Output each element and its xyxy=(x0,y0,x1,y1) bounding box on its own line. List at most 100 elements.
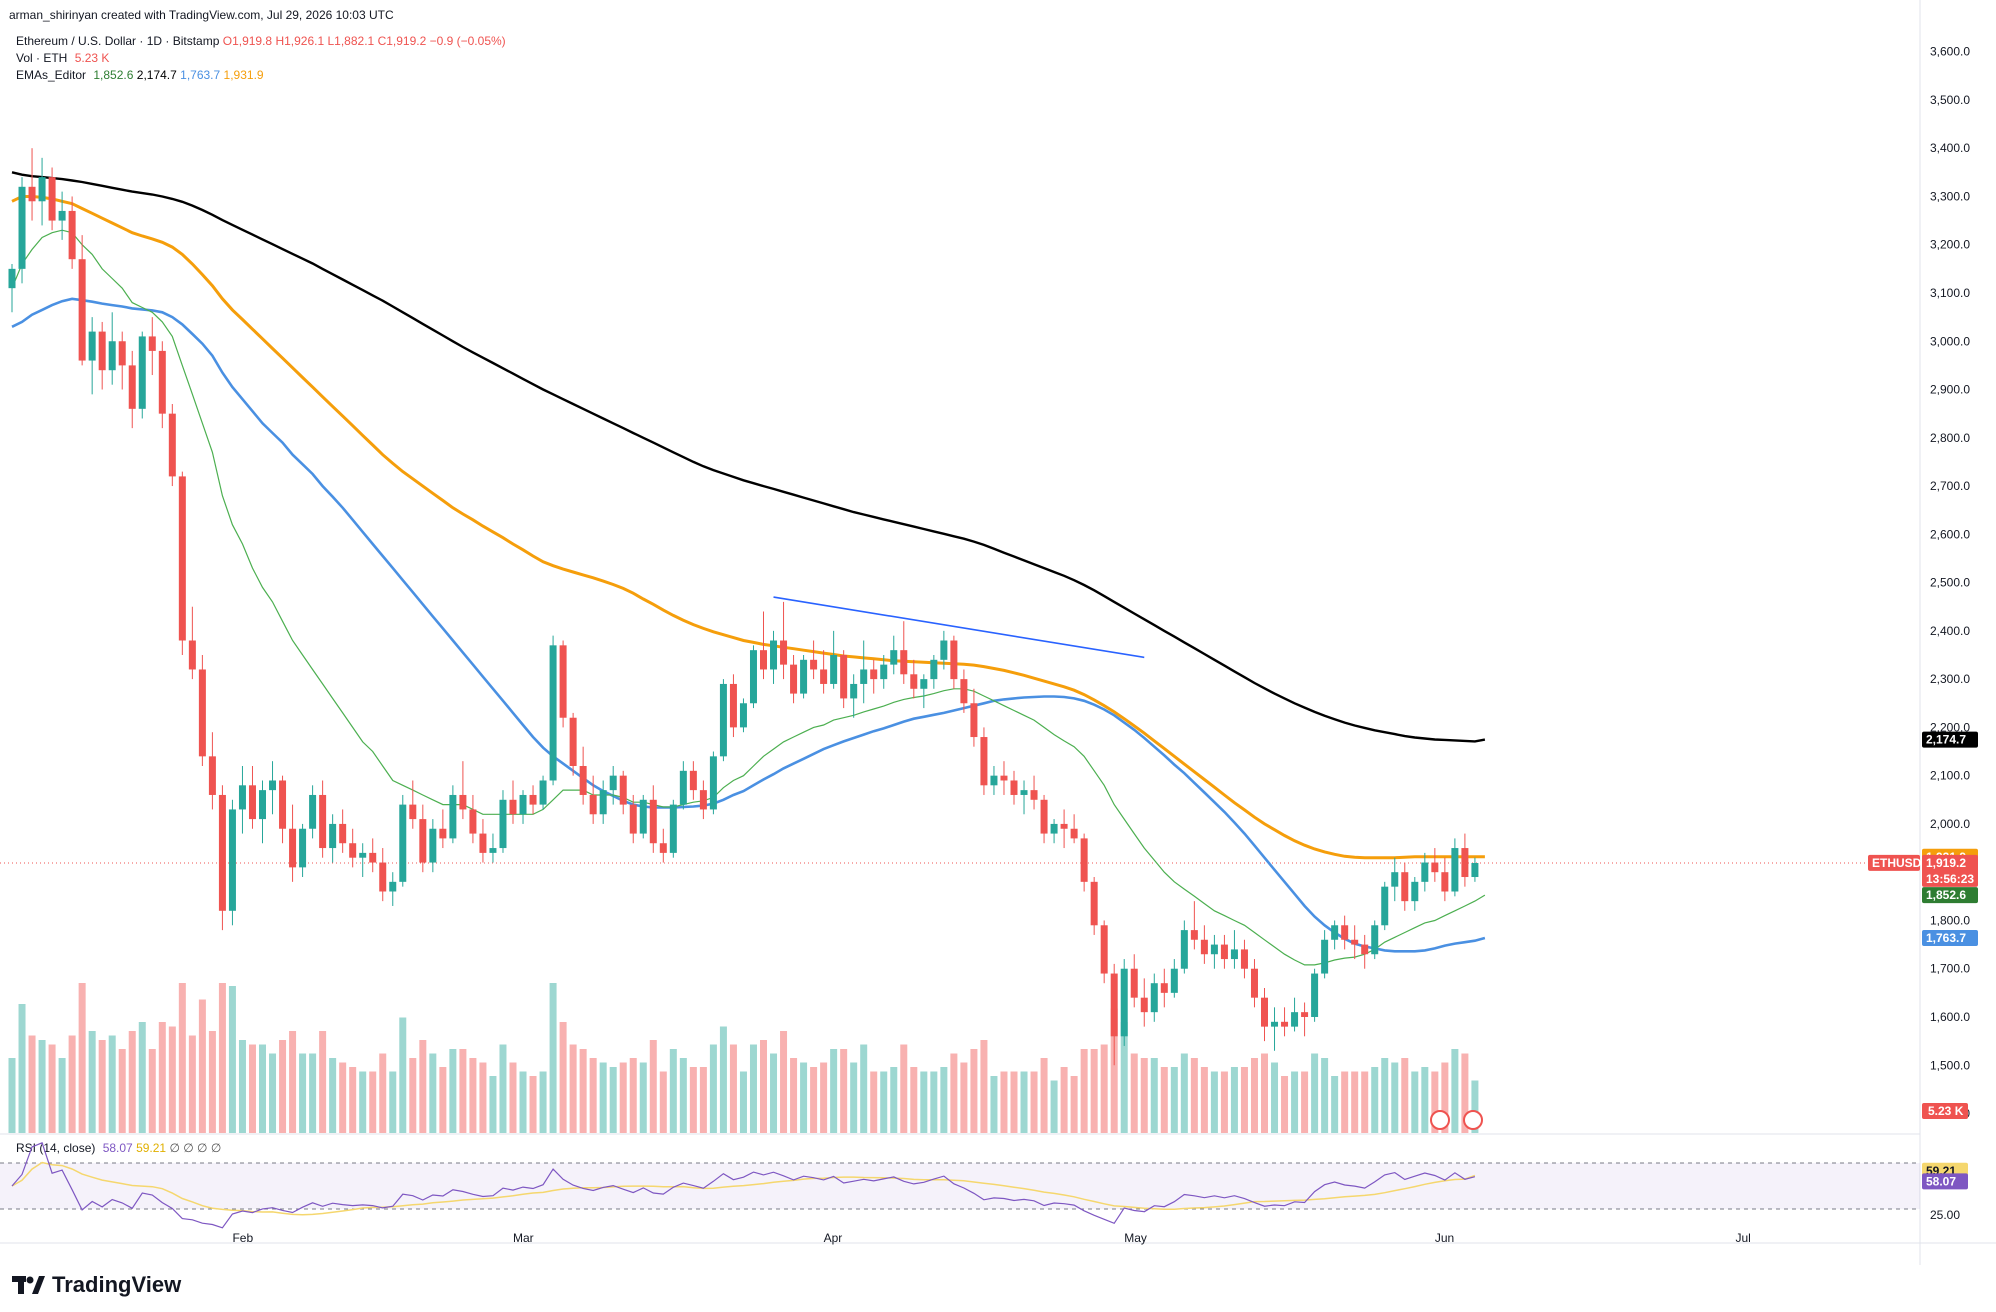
tradingview-logo[interactable]: TradingView xyxy=(12,1272,181,1298)
candle[interactable] xyxy=(1150,973,1158,1022)
candle[interactable] xyxy=(399,794,407,887)
candle[interactable] xyxy=(1381,881,1389,931)
candle[interactable] xyxy=(319,780,327,858)
us-flag-event-icon-2[interactable] xyxy=(1463,1110,1483,1130)
candle[interactable] xyxy=(1090,877,1098,935)
candle[interactable] xyxy=(379,848,387,902)
candle[interactable] xyxy=(38,157,46,226)
candle[interactable] xyxy=(1200,925,1208,964)
candle[interactable] xyxy=(890,635,898,675)
candle[interactable] xyxy=(509,780,517,824)
candle[interactable] xyxy=(1110,963,1118,1066)
candle[interactable] xyxy=(689,761,697,800)
candle[interactable] xyxy=(138,331,146,419)
candle[interactable] xyxy=(970,688,978,747)
candle[interactable] xyxy=(359,843,367,878)
candle[interactable] xyxy=(168,404,176,487)
rsi-label[interactable]: RSI (14, close) xyxy=(16,1141,96,1155)
candle[interactable] xyxy=(329,814,337,863)
candle[interactable] xyxy=(1250,959,1258,1008)
candle[interactable] xyxy=(439,809,447,849)
candle[interactable] xyxy=(208,732,216,810)
candle[interactable] xyxy=(18,177,26,284)
candle[interactable] xyxy=(1140,978,1148,1027)
candle[interactable] xyxy=(669,799,677,858)
candle[interactable] xyxy=(749,645,757,709)
candle[interactable] xyxy=(840,650,848,709)
candle[interactable] xyxy=(1371,920,1379,960)
candle[interactable] xyxy=(489,833,497,863)
candle[interactable] xyxy=(860,640,868,704)
candle[interactable] xyxy=(519,790,527,824)
candle[interactable] xyxy=(659,828,667,863)
candle[interactable] xyxy=(228,799,236,926)
candle[interactable] xyxy=(148,317,156,376)
candle[interactable] xyxy=(1020,780,1028,815)
candle[interactable] xyxy=(1321,930,1329,979)
candle[interactable] xyxy=(1461,833,1469,887)
candle[interactable] xyxy=(1050,819,1058,844)
candle[interactable] xyxy=(1100,920,1108,984)
candle[interactable] xyxy=(529,785,537,815)
candle[interactable] xyxy=(820,650,828,694)
candle[interactable] xyxy=(790,654,798,704)
candle[interactable] xyxy=(549,635,557,786)
volume-label[interactable]: Vol · ETH xyxy=(16,51,68,65)
candle[interactable] xyxy=(198,654,206,766)
candle[interactable] xyxy=(1391,857,1399,902)
candle[interactable] xyxy=(639,794,647,839)
candle[interactable] xyxy=(1030,775,1038,810)
candle[interactable] xyxy=(1341,915,1349,950)
candle[interactable] xyxy=(299,823,307,878)
candle[interactable] xyxy=(459,761,467,820)
candle[interactable] xyxy=(1160,968,1168,1008)
ema-legend[interactable]: EMAs_Editor 1,852.6 2,174.7 1,763.7 1,93… xyxy=(16,68,264,82)
candle[interactable] xyxy=(1361,934,1369,969)
candle[interactable] xyxy=(309,785,317,839)
rsi-legend[interactable]: RSI (14, close) 58.07 59.21 ∅ ∅ ∅ ∅ xyxy=(16,1141,221,1155)
candle[interactable] xyxy=(1431,848,1439,882)
candle[interactable] xyxy=(629,794,637,844)
candle[interactable] xyxy=(990,766,998,795)
candle[interactable] xyxy=(699,780,707,820)
candle[interactable] xyxy=(920,674,928,709)
candle[interactable] xyxy=(289,804,297,882)
candle[interactable] xyxy=(830,630,838,689)
candle[interactable] xyxy=(78,235,86,366)
candle[interactable] xyxy=(599,780,607,824)
candle[interactable] xyxy=(429,819,437,873)
candle[interactable] xyxy=(770,630,778,684)
candle[interactable] xyxy=(1240,939,1248,979)
candle[interactable] xyxy=(1010,770,1018,805)
candle[interactable] xyxy=(499,790,507,853)
candle[interactable] xyxy=(619,770,627,815)
candle[interactable] xyxy=(369,838,377,873)
candle[interactable] xyxy=(1000,761,1008,795)
candle[interactable] xyxy=(649,785,657,853)
candle[interactable] xyxy=(1301,1002,1309,1037)
candle[interactable] xyxy=(729,674,737,738)
candle[interactable] xyxy=(1281,1007,1289,1037)
candle[interactable] xyxy=(810,640,818,680)
candle[interactable] xyxy=(579,746,587,805)
candle[interactable] xyxy=(709,751,717,815)
candle[interactable] xyxy=(269,761,277,815)
candle[interactable] xyxy=(48,167,56,231)
candle[interactable] xyxy=(1210,934,1218,969)
candle[interactable] xyxy=(980,727,988,795)
candle[interactable] xyxy=(559,640,567,728)
candle[interactable] xyxy=(760,611,767,680)
candle[interactable] xyxy=(349,828,357,868)
candle[interactable] xyxy=(339,809,347,853)
candle[interactable] xyxy=(279,775,287,844)
candle[interactable] xyxy=(1130,954,1138,1008)
candle[interactable] xyxy=(1060,809,1068,849)
candle[interactable] xyxy=(409,780,417,829)
candle[interactable] xyxy=(1441,857,1449,902)
candle[interactable] xyxy=(118,331,126,390)
candle[interactable] xyxy=(569,712,577,776)
candle[interactable] xyxy=(158,341,166,429)
candle[interactable] xyxy=(609,766,617,805)
candle[interactable] xyxy=(1421,852,1429,892)
